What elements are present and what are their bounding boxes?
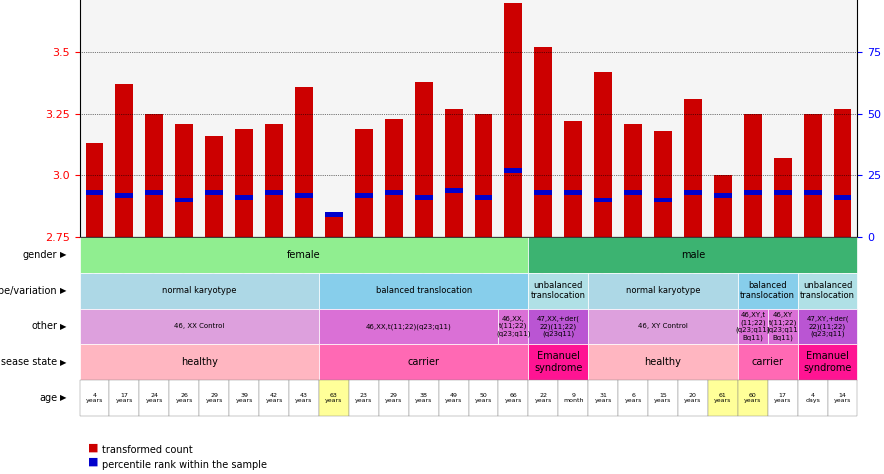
- Text: healthy: healthy: [644, 357, 682, 367]
- Bar: [594, 72, 612, 237]
- Bar: [534, 190, 552, 195]
- Text: ▶: ▶: [60, 393, 66, 402]
- Text: 17
years: 17 years: [116, 392, 133, 403]
- Bar: [684, 190, 702, 195]
- Text: female: female: [287, 250, 321, 260]
- Bar: [116, 192, 133, 198]
- Text: 29
years: 29 years: [385, 392, 402, 403]
- Bar: [534, 47, 552, 237]
- Bar: [235, 195, 253, 200]
- Bar: [594, 198, 612, 202]
- Text: 14
years: 14 years: [834, 392, 851, 403]
- Text: age: age: [39, 393, 57, 403]
- Bar: [385, 118, 403, 237]
- Text: disease state: disease state: [0, 357, 57, 367]
- Bar: [804, 190, 821, 195]
- Bar: [564, 190, 583, 195]
- Text: ▶: ▶: [60, 286, 66, 295]
- Bar: [714, 175, 732, 237]
- Text: normal karyotype: normal karyotype: [162, 286, 237, 295]
- Bar: [86, 143, 103, 237]
- Bar: [564, 121, 583, 237]
- Bar: [834, 109, 851, 237]
- Bar: [684, 99, 702, 237]
- Text: 47,XX,+der(
22)(11;22)
(q23q11): 47,XX,+der( 22)(11;22) (q23q11): [537, 316, 580, 337]
- Text: carrier: carrier: [408, 357, 439, 367]
- Text: ■: ■: [88, 456, 99, 466]
- Text: Emanuel
syndrome: Emanuel syndrome: [534, 351, 583, 373]
- Bar: [295, 192, 313, 198]
- Bar: [325, 217, 343, 237]
- Text: 38
years: 38 years: [415, 392, 432, 403]
- Text: unbalanced
translocation: unbalanced translocation: [530, 281, 586, 301]
- Bar: [235, 128, 253, 237]
- Text: 9
month: 9 month: [563, 392, 583, 403]
- Text: 20
years: 20 years: [684, 392, 702, 403]
- Text: 17
years: 17 years: [774, 392, 791, 403]
- Bar: [654, 131, 672, 237]
- Text: 50
years: 50 years: [475, 392, 492, 403]
- Text: 46,XY
t(11;22)
(q23;q11
Bq11): 46,XY t(11;22) (q23;q11 Bq11): [766, 312, 798, 341]
- Text: balanced
translocation: balanced translocation: [740, 281, 796, 301]
- Bar: [354, 192, 373, 198]
- Bar: [175, 124, 194, 237]
- Bar: [445, 188, 462, 192]
- Bar: [116, 84, 133, 237]
- Text: 61
years: 61 years: [714, 392, 732, 403]
- Text: gender: gender: [23, 250, 57, 260]
- Text: 26
years: 26 years: [176, 392, 193, 403]
- Text: Emanuel
syndrome: Emanuel syndrome: [804, 351, 852, 373]
- Text: 46,XX,t(11;22)(q23;q11): 46,XX,t(11;22)(q23;q11): [366, 323, 452, 330]
- Text: healthy: healthy: [181, 357, 217, 367]
- Text: 46,XX,
t(11;22)
(q23;q11): 46,XX, t(11;22) (q23;q11): [496, 316, 530, 337]
- Text: 49
years: 49 years: [445, 392, 462, 403]
- Bar: [86, 190, 103, 195]
- Text: 66
years: 66 years: [505, 392, 522, 403]
- Text: 23
years: 23 years: [355, 392, 372, 403]
- Bar: [774, 158, 792, 237]
- Text: 24
years: 24 years: [146, 392, 163, 403]
- Text: 4
years: 4 years: [86, 392, 103, 403]
- Bar: [475, 114, 492, 237]
- Text: 15
years: 15 years: [654, 392, 672, 403]
- Bar: [265, 124, 283, 237]
- Text: carrier: carrier: [751, 357, 784, 367]
- Bar: [415, 195, 432, 200]
- Bar: [415, 82, 432, 237]
- Text: 46, XX Control: 46, XX Control: [174, 323, 225, 329]
- Text: 63
years: 63 years: [325, 392, 343, 403]
- Bar: [743, 190, 762, 195]
- Bar: [295, 87, 313, 237]
- Bar: [265, 190, 283, 195]
- Text: ■: ■: [88, 442, 99, 452]
- Bar: [505, 168, 522, 173]
- Text: 60
years: 60 years: [744, 392, 761, 403]
- Bar: [354, 128, 373, 237]
- Text: normal karyotype: normal karyotype: [626, 286, 700, 295]
- Text: 4
days: 4 days: [805, 392, 820, 403]
- Text: other: other: [32, 321, 57, 331]
- Text: male: male: [681, 250, 705, 260]
- Bar: [774, 190, 792, 195]
- Bar: [205, 190, 223, 195]
- Text: unbalanced
translocation: unbalanced translocation: [800, 281, 855, 301]
- Bar: [505, 3, 522, 237]
- Bar: [743, 114, 762, 237]
- Text: ▶: ▶: [60, 322, 66, 331]
- Text: 46, XY Control: 46, XY Control: [638, 323, 688, 329]
- Text: percentile rank within the sample: percentile rank within the sample: [102, 459, 267, 470]
- Bar: [624, 190, 642, 195]
- Bar: [175, 198, 194, 202]
- Bar: [475, 195, 492, 200]
- Text: 47,XY,+der(
22)(11;22)
(q23;q11): 47,XY,+der( 22)(11;22) (q23;q11): [806, 316, 849, 337]
- Text: 43
years: 43 years: [295, 392, 313, 403]
- Text: 39
years: 39 years: [235, 392, 253, 403]
- Text: 46,XY,t
(11;22)
(q23;q11)
Bq11): 46,XY,t (11;22) (q23;q11) Bq11): [735, 312, 770, 341]
- Bar: [325, 212, 343, 217]
- Text: 42
years: 42 years: [265, 392, 283, 403]
- Text: 31
years: 31 years: [594, 392, 612, 403]
- Bar: [624, 124, 642, 237]
- Text: balanced translocation: balanced translocation: [376, 286, 472, 295]
- Bar: [205, 136, 223, 237]
- Bar: [714, 192, 732, 198]
